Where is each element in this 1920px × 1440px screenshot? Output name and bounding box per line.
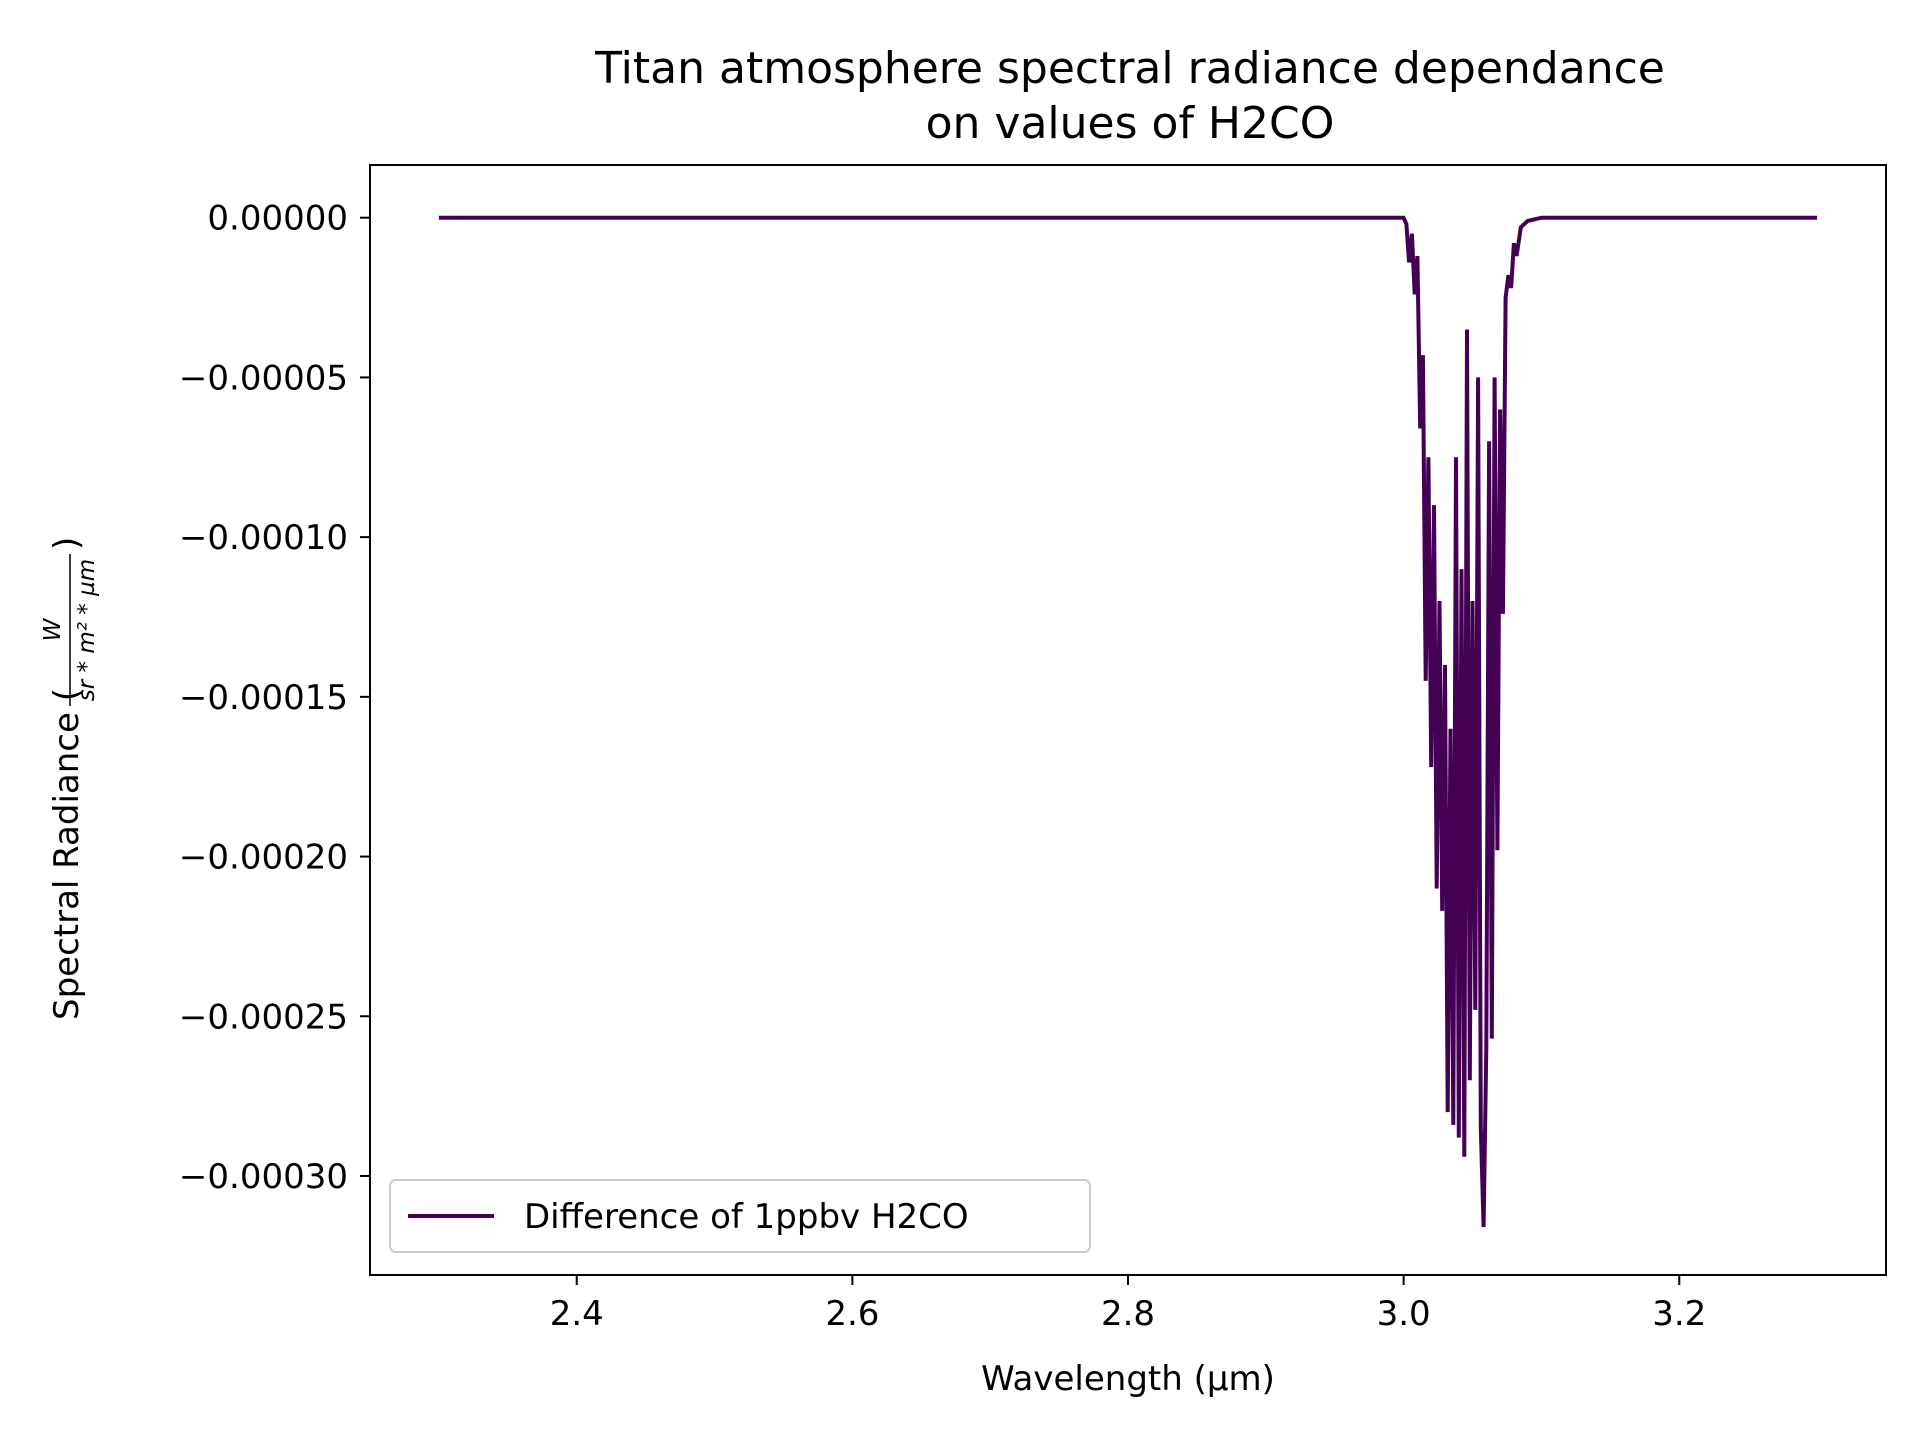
y-axis-unit-numerator: W [40, 617, 66, 641]
y-tick-label: −0.00005 [179, 358, 348, 398]
y-axis-label: Spectral Radiance ( W sr * m² * µm ) [40, 537, 100, 1020]
x-tick-label: 3.0 [1377, 1294, 1431, 1334]
series-layer [438, 215, 1818, 1228]
y-axis-unit-denominator: sr * m² * µm [74, 559, 100, 701]
legend-label: Difference of 1ppbv H2CO [524, 1197, 969, 1237]
legend: Difference of 1ppbv H2CO [389, 1179, 1091, 1253]
y-tick-label: −0.00030 [179, 1157, 348, 1197]
x-tick-label: 2.4 [550, 1294, 604, 1334]
y-axis-label-text: Spectral Radiance ( [47, 688, 87, 1020]
x-axis: 2.4 2.6 2.8 3.0 3.2 [550, 1275, 1706, 1334]
y-axis-label-close: ) [47, 537, 87, 550]
legend-box [389, 1179, 1091, 1253]
y-tick-label: −0.00010 [179, 518, 348, 558]
chart-title-line2: on values of H2CO [926, 98, 1335, 149]
chart-title: Titan atmosphere spectral radiance depen… [594, 43, 1665, 94]
y-axis: 0.00000 −0.00005 −0.00010 −0.00015 −0.00020 −… [179, 199, 370, 1197]
x-tick-label: 2.6 [825, 1294, 879, 1334]
x-tick-label: 2.8 [1101, 1294, 1155, 1334]
plot-area-frame [369, 164, 1887, 1276]
x-axis-label: Wavelength (µm) [981, 1359, 1275, 1399]
y-tick-label: −0.00015 [179, 678, 348, 718]
series-line [438, 215, 1818, 1228]
y-tick-label: 0.00000 [207, 199, 348, 239]
y-tick-label: −0.00020 [179, 838, 348, 878]
x-tick-label: 3.2 [1652, 1294, 1706, 1334]
y-tick-label: −0.00025 [179, 997, 348, 1037]
